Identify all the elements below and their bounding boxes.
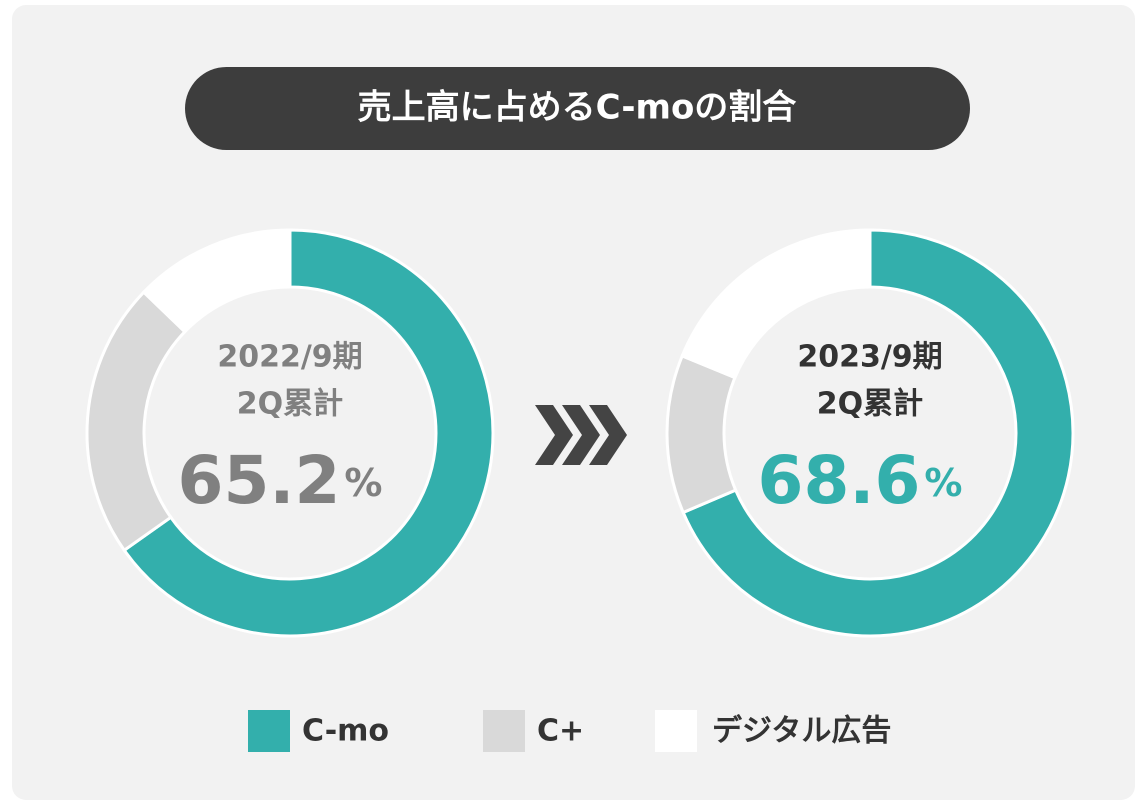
donut-segment [680, 228, 872, 380]
center-subtitle: 2Q累計 [817, 387, 923, 422]
legend-swatch [655, 710, 697, 752]
center-value: 68.6% [758, 442, 963, 519]
donut-segment [141, 228, 292, 334]
legend-label: C+ [537, 714, 584, 749]
value-label: 65.2 [178, 442, 341, 519]
arrow [535, 405, 627, 465]
value-label: 68.6 [758, 442, 921, 519]
donut-segment [122, 228, 495, 638]
chart-title: 売上高に占めるC-moの割合 [358, 88, 797, 128]
legend-swatch [248, 710, 290, 752]
center-value: 65.2% [178, 442, 383, 519]
legend-label: C-mo [302, 714, 389, 749]
unit-label: % [344, 461, 382, 505]
legend-swatch [483, 710, 525, 752]
donut-segment [681, 228, 1075, 638]
center-title: 2023/9期 [797, 340, 942, 375]
legend-label: デジタル広告 [712, 714, 891, 749]
center-subtitle: 2Q累計 [237, 387, 343, 422]
center-title: 2022/9期 [217, 340, 362, 375]
unit-label: % [924, 461, 962, 505]
title-pill [185, 67, 970, 150]
donut-segment [665, 353, 738, 515]
